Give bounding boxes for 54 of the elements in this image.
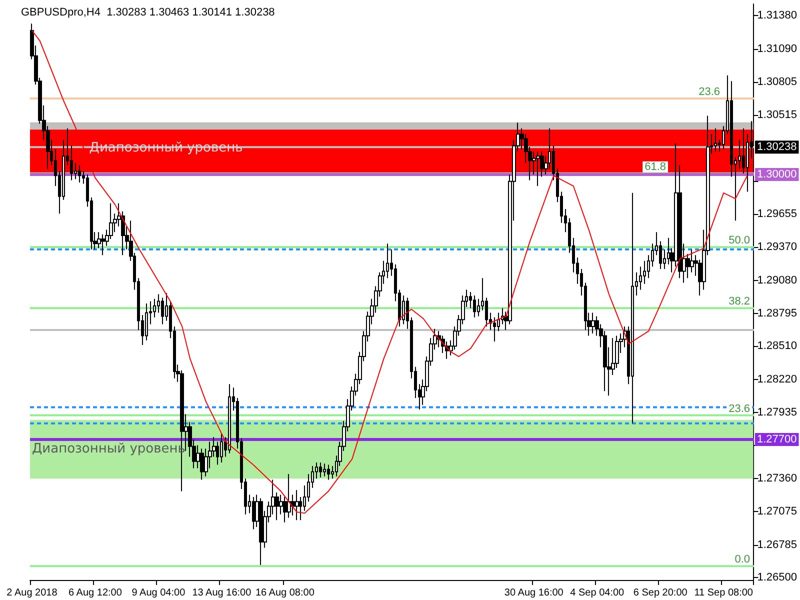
candlestick [287,474,291,518]
candlestick [591,312,595,334]
candlestick [714,128,717,152]
y-tick-label: 1.31380 [757,10,798,22]
ref-line-label: 1.27700 [757,433,797,446]
x-tick-label: 13 Aug 16:00 [192,588,252,598]
chart-title: GBPUSDpro,H4 1.30283 1.30463 1.30141 1.30238 [21,6,275,18]
candlestick [252,496,255,530]
y-tick-label: 1.27075 [757,505,798,518]
y-tick-label: 1.30805 [757,76,798,88]
annotation: 61.8 [644,160,666,173]
candlestick [319,462,322,478]
x-tick-label: 6 Sep 20:00 [633,588,688,598]
y-tick-label: 1.27935 [757,406,798,418]
x-tick-label: 11 Sep 08:00 [694,588,754,598]
x-tick-label: 30 Aug 16:00 [504,588,564,598]
candlestick [78,164,81,184]
candlestick [161,297,164,325]
candlestick [228,384,231,454]
candlestick [536,150,540,187]
x-tick-label: 16 Aug 08:00 [255,588,315,598]
y-tick-label: 1.29370 [757,241,798,254]
y-tick-label: 1.26500 [757,572,798,584]
candlestick [200,448,204,480]
candlestick [493,316,496,342]
annotation: 38.2 [728,296,750,308]
candlestick [220,433,223,463]
x-tick-label: 4 Sep 04:00 [570,588,625,598]
annotation: 50.0 [728,234,750,247]
ref-line-label: 1.30238 [757,141,797,154]
ref-line-label: 1.30000 [757,168,797,180]
candlestick [259,498,263,566]
candlestick [101,234,105,256]
candlestick [295,490,299,521]
candlestick [631,192,634,424]
y-tick-label: 1.28220 [757,374,798,386]
x-tick-label: 6 Aug 12:00 [68,588,122,598]
candlestick [473,294,476,318]
candlestick [323,463,326,477]
x-tick-label: 2 Aug 2018 [6,588,58,598]
annotation: 23.6 [698,86,720,98]
y-tick-label: 1.27360 [757,472,798,485]
annotation: 0.0 [734,554,750,566]
candlestick [327,464,330,480]
x-tick-label: 9 Aug 04:00 [132,588,186,598]
y-tick-label: 1.29655 [757,208,798,220]
candlestick [145,303,148,341]
y-tick-label: 1.31090 [757,42,798,55]
annotation: 23.6 [728,402,750,415]
y-tick-label: 1.30515 [757,109,798,122]
y-tick-label: 1.26785 [757,538,798,551]
y-tick-label: 1.28510 [757,340,798,352]
y-tick-label: 1.28795 [757,307,798,320]
y-tick-label: 1.29080 [757,274,798,286]
